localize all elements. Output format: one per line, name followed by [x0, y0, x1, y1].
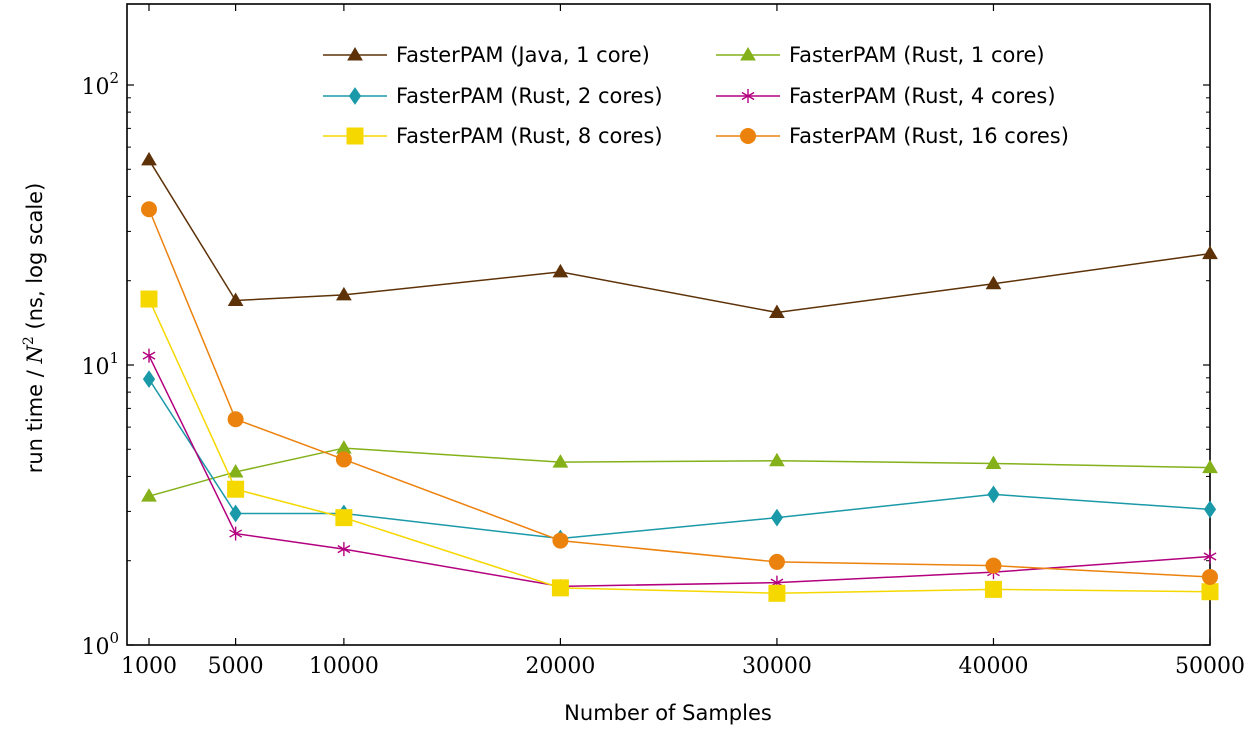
data-point — [227, 480, 245, 498]
data-point — [335, 509, 353, 527]
data-point — [1202, 245, 1218, 260]
plot-frame — [126, 3, 1211, 646]
data-point — [552, 454, 569, 468]
series-3 — [142, 348, 1217, 594]
legend-label: FasterPAM (Rust, 4 cores) — [789, 84, 1056, 108]
legend-entry: FasterPAM (Rust, 4 cores) — [716, 84, 1056, 108]
x-axis-ticks: 1000 5000 10000 20000 30000 40000 50000 — [121, 4, 1245, 679]
x-tick-label: 40000 — [958, 654, 1028, 679]
x-tick-label: 30000 — [742, 654, 812, 679]
data-point — [335, 451, 352, 468]
data-point — [337, 542, 351, 557]
series-1 — [141, 440, 1218, 502]
x-tick-label: 50000 — [1175, 654, 1245, 679]
legend-marker — [347, 47, 363, 61]
data-point — [551, 579, 569, 597]
series-line — [148, 208, 1211, 578]
data-point — [985, 557, 1002, 574]
data-point — [141, 201, 157, 218]
series-layer — [140, 151, 1219, 602]
x-tick-label: 20000 — [525, 654, 595, 679]
series-line — [148, 447, 1211, 497]
series-2 — [142, 370, 1217, 548]
data-point — [336, 440, 352, 454]
legend-marker — [348, 87, 362, 105]
data-point — [142, 348, 156, 363]
data-point — [770, 508, 784, 527]
series-5 — [141, 201, 1218, 585]
legend-marker — [740, 47, 756, 61]
y-axis-ticks: 100 101 102 — [81, 69, 1210, 660]
data-point — [336, 286, 352, 301]
x-tick-label: 5000 — [208, 654, 264, 679]
data-point — [984, 580, 1002, 598]
series-0 — [141, 151, 1218, 318]
x-tick-label: 1000 — [121, 654, 177, 679]
legend-label: FasterPAM (Rust, 16 cores) — [789, 124, 1069, 148]
legend-entry: FasterPAM (Rust, 1 core) — [716, 43, 1045, 67]
data-point — [227, 292, 244, 306]
y-axis-label-sup: 2 — [21, 336, 37, 345]
legend-entry: FasterPAM (Rust, 2 cores) — [323, 84, 663, 108]
y-axis-label-n: N — [23, 344, 47, 364]
data-point — [141, 151, 157, 166]
legend-marker — [346, 127, 364, 145]
legend-entry: FasterPAM (Rust, 8 cores) — [323, 124, 663, 148]
data-point — [987, 485, 1000, 504]
data-point — [1202, 568, 1218, 585]
legend-marker — [740, 128, 756, 144]
legend-label: FasterPAM (Rust, 8 cores) — [396, 124, 663, 148]
y-tick-label: 102 — [81, 69, 119, 100]
legend-label: FasterPAM (Java, 1 core) — [396, 43, 650, 67]
series-line — [148, 159, 1211, 314]
legend-entry: FasterPAM (Rust, 16 cores) — [716, 124, 1069, 148]
x-axis-label: Number of Samples — [564, 701, 772, 725]
legend-entry: FasterPAM (Java, 1 core) — [323, 43, 650, 67]
legend-label: FasterPAM (Rust, 1 core) — [789, 43, 1045, 67]
data-point — [229, 526, 243, 541]
data-point — [1203, 500, 1217, 519]
data-point — [141, 488, 157, 502]
series-line — [148, 378, 1211, 540]
data-point — [768, 553, 785, 570]
y-axis-label: run time / N2 (ns, log scale) — [21, 183, 47, 474]
data-point — [140, 290, 158, 308]
legend-label: FasterPAM (Rust, 2 cores) — [396, 84, 663, 108]
data-point — [142, 370, 156, 389]
legend-marker — [741, 89, 755, 103]
data-point — [985, 275, 1002, 290]
data-point — [1202, 459, 1218, 474]
data-point — [552, 532, 569, 549]
data-point — [1201, 583, 1219, 601]
y-tick-label: 100 — [81, 629, 119, 660]
data-point — [227, 411, 244, 428]
data-point — [552, 263, 569, 278]
series-4 — [140, 290, 1219, 602]
data-point — [768, 584, 786, 602]
data-point — [1203, 549, 1217, 564]
data-point — [769, 452, 785, 467]
data-point — [227, 463, 244, 478]
data-point — [985, 455, 1002, 469]
legend: FasterPAM (Java, 1 core) FasterPAM (Rust,… — [323, 43, 1069, 148]
y-axis-label-rest: (ns, log scale) — [23, 183, 47, 336]
data-point — [229, 504, 242, 523]
y-tick-label: 101 — [81, 349, 119, 380]
data-point — [769, 304, 785, 318]
x-tick-label: 10000 — [309, 654, 379, 679]
